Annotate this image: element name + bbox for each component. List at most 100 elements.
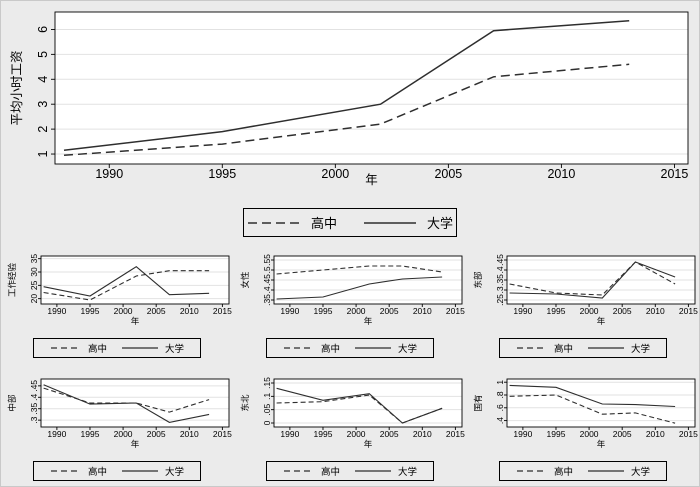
dashed-line-sample: [283, 347, 314, 349]
legend-label-college: 大学: [165, 467, 185, 478]
panel-central: .3.35 .4.45 1990 1995 2000 2005 2010 2015 年 中部 高中…: [1, 375, 233, 481]
svg-text:.45: .45: [262, 274, 272, 286]
dashed-line-sample: [247, 221, 300, 224]
average-hourly-wage-chart: 1 2 3 4 5 6 1990 1995 2000 2005 2010 2015 年 平均小时工资: [10, 11, 689, 187]
svg-text:2: 2: [36, 126, 50, 133]
svg-text:2015: 2015: [213, 429, 232, 439]
northeast-region-chart: 0 .05 .1 .15 1990 1995 2000 2005 2010 2015 年 东北: [240, 377, 465, 449]
solid-line-sample: [364, 221, 416, 224]
svg-text:2015: 2015: [213, 306, 232, 316]
svg-text:.05: .05: [262, 403, 272, 415]
legend-entry-highschool: 高中: [50, 464, 107, 478]
work-experience-legend: 高中 大学: [33, 338, 201, 358]
legend-entry-highschool: 高中: [516, 464, 573, 478]
svg-text:2000: 2000: [580, 429, 599, 439]
dashed-line-sample: [516, 347, 547, 349]
svg-text:1995: 1995: [81, 306, 100, 316]
svg-text:3: 3: [36, 101, 50, 108]
svg-text:.3: .3: [29, 416, 39, 423]
svg-text:0: 0: [262, 420, 272, 425]
svg-text:1990: 1990: [513, 306, 532, 316]
svg-text:2000: 2000: [114, 429, 133, 439]
panel-northeast: 0 .05 .1 .15 1990 1995 2000 2005 2010 2015 年 东北 高中 …: [234, 375, 466, 481]
svg-text:2010: 2010: [646, 429, 665, 439]
central-region-chart: .3.35 .4.45 1990 1995 2000 2005 2010 2015 年 中部: [7, 378, 232, 449]
legend-label-highschool: 高中: [87, 344, 107, 355]
small-charts-row-1: 20 25 30 35 1990 1995 2000 2005 2010 2015 年 工作经验 高中…: [1, 252, 699, 358]
svg-text:.1: .1: [262, 393, 272, 400]
legend-entry-college: 大学: [354, 341, 417, 355]
svg-text:.4: .4: [495, 417, 505, 424]
svg-text:1990: 1990: [513, 429, 532, 439]
small-charts-row-2: .3.35.4.45 1990 1995 2000 2005 2010 2015 年中部 高中…: [1, 375, 699, 481]
svg-text:.8: .8: [495, 391, 505, 398]
svg-text:.55: .55: [262, 254, 272, 266]
svg-text:20: 20: [29, 294, 39, 304]
svg-text:年: 年: [365, 173, 378, 187]
svg-text:1990: 1990: [47, 429, 66, 439]
svg-text:25: 25: [29, 280, 39, 290]
central-legend: 高中 大学: [33, 461, 201, 481]
svg-text:.35: .35: [495, 274, 505, 286]
solid-line-sample: [588, 347, 624, 349]
state-owned-legend: 高中 大学: [499, 461, 667, 481]
northeast-legend: 高中 大学: [266, 461, 434, 481]
svg-text:.45: .45: [495, 254, 505, 266]
svg-text:2005: 2005: [613, 429, 632, 439]
svg-text:2005: 2005: [147, 429, 166, 439]
svg-text:年: 年: [131, 316, 140, 326]
dashed-line-sample: [283, 470, 314, 472]
legend-entry-highschool: 高中: [50, 341, 107, 355]
svg-text:2005: 2005: [380, 429, 399, 439]
svg-text:.5: .5: [262, 266, 272, 273]
legend-entry-college: 大学: [121, 464, 184, 478]
legend-entry-college: 大学: [363, 213, 453, 232]
svg-text:1995: 1995: [547, 306, 566, 316]
east-legend: 高中 大学: [499, 338, 667, 358]
svg-text:.4: .4: [495, 266, 505, 273]
solid-line-sample: [122, 470, 158, 472]
svg-text:年: 年: [364, 439, 373, 449]
svg-text:1990: 1990: [280, 429, 299, 439]
svg-text:2005: 2005: [380, 306, 399, 316]
svg-text:2010: 2010: [413, 429, 432, 439]
legend-entry-college: 大学: [121, 341, 184, 355]
svg-text:中部: 中部: [7, 394, 17, 412]
svg-text:1995: 1995: [208, 167, 236, 181]
svg-text:2015: 2015: [661, 167, 689, 181]
svg-text:1995: 1995: [314, 306, 333, 316]
panel-east: .25.3.35.4.45 1990 1995 2000 2005 2010 2015 年 东部…: [467, 252, 699, 358]
svg-text:1990: 1990: [280, 306, 299, 316]
svg-text:2005: 2005: [147, 306, 166, 316]
svg-text:2000: 2000: [347, 429, 366, 439]
svg-text:2010: 2010: [180, 306, 199, 316]
svg-text:平均小时工资: 平均小时工资: [10, 50, 24, 125]
svg-text:.25: .25: [495, 294, 505, 306]
legend-label-college: 大学: [165, 344, 185, 355]
svg-text:1990: 1990: [47, 306, 66, 316]
svg-text:1995: 1995: [81, 429, 100, 439]
svg-text:2010: 2010: [547, 167, 575, 181]
work-experience-chart: 20 25 30 35 1990 1995 2000 2005 2010 2015 年 工作经验: [7, 254, 232, 326]
solid-line-sample: [355, 347, 391, 349]
female-share-chart: .35.4.45.5.55 1990 1995 2000 2005 2010 2015 年 女性: [240, 254, 465, 326]
svg-text:1: 1: [495, 380, 505, 385]
panel-female: .35.4.45.5.55 1990 1995 2000 2005 2010 2015 年 女性…: [234, 252, 466, 358]
svg-text:国有: 国有: [473, 394, 483, 411]
legend-entry-college: 大学: [587, 341, 650, 355]
legend-label-college: 大学: [631, 467, 651, 478]
svg-text:.6: .6: [495, 404, 505, 411]
svg-text:2010: 2010: [180, 429, 199, 439]
legend-label-highschool: 高中: [310, 216, 337, 231]
svg-text:2000: 2000: [114, 306, 133, 316]
svg-text:.3: .3: [495, 286, 505, 293]
dashed-line-sample: [50, 347, 81, 349]
legend-entry-highschool: 高中: [283, 341, 340, 355]
svg-text:2000: 2000: [580, 306, 599, 316]
legend-entry-highschool: 高中: [247, 213, 337, 232]
svg-text:2015: 2015: [446, 429, 465, 439]
east-region-chart: .25.3.35.4.45 1990 1995 2000 2005 2010 2015 年 东部: [473, 254, 698, 326]
svg-text:2005: 2005: [434, 167, 462, 181]
legend-label-highschool: 高中: [553, 344, 573, 355]
